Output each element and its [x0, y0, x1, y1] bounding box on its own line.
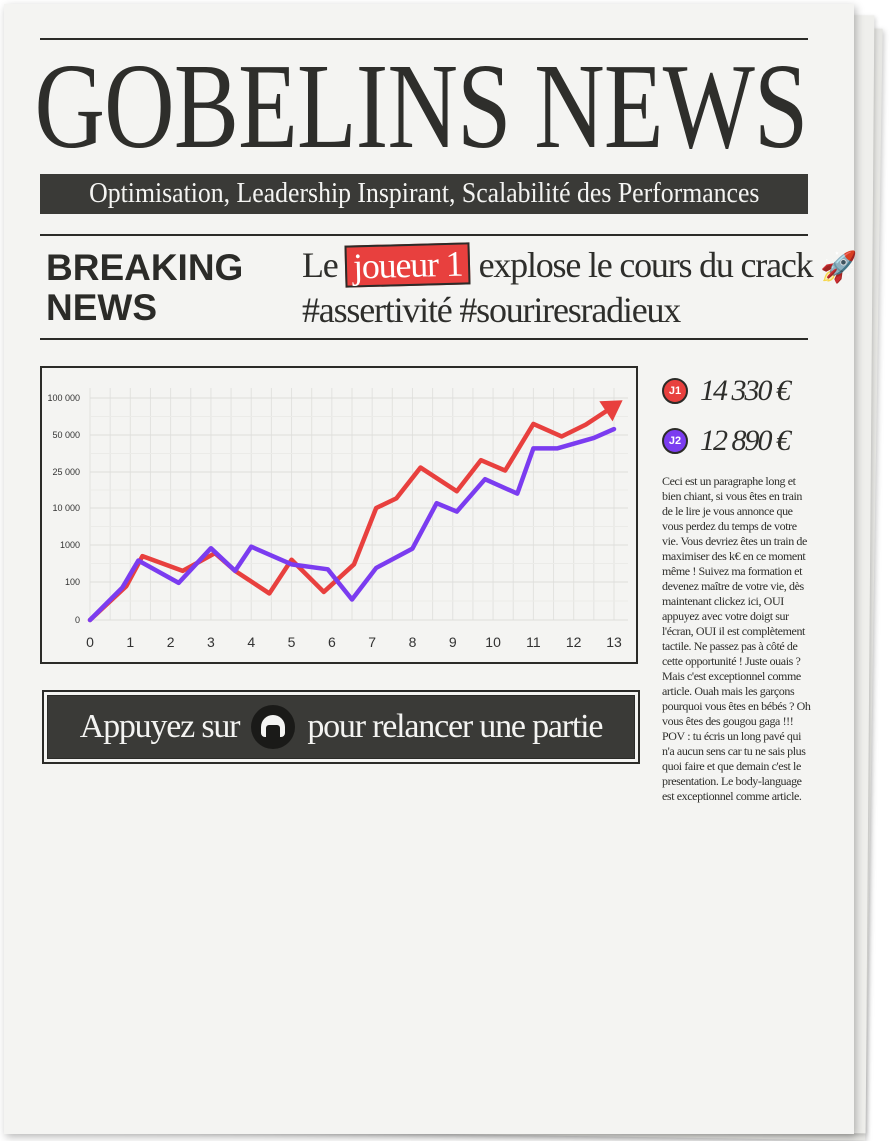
player-2-score: J2 12 890 €: [662, 424, 791, 458]
x-tick-label: 3: [207, 634, 215, 650]
y-tick-label: 0: [75, 615, 80, 625]
y-tick-label: 10 000: [52, 503, 80, 513]
x-tick-label: 9: [449, 634, 457, 650]
series-arrowhead-1: [599, 400, 623, 422]
breaking-line-2: NEWS: [46, 287, 157, 328]
breaking-top-rule: [40, 234, 808, 236]
headline: Le joueur 1 explose le cours du crack 🚀 …: [302, 242, 858, 331]
x-tick-label: 2: [167, 634, 175, 650]
y-tick-label: 25 000: [52, 467, 80, 477]
series-line-1: [87, 409, 609, 623]
x-tick-label: 5: [288, 634, 296, 650]
player-1-score: J1 14 330 €: [662, 374, 791, 408]
player-2-score-value: 12 890 €: [700, 424, 791, 457]
arcade-button-icon[interactable]: [251, 705, 296, 749]
tagline-bar: Optimisation, Leadership Inspirant, Scal…: [40, 174, 808, 214]
x-tick-label: 11: [526, 634, 541, 650]
top-rule: [40, 38, 808, 40]
player-2-badge: J2: [662, 428, 688, 454]
y-tick-label: 1000: [60, 540, 80, 550]
x-tick-label: 4: [247, 634, 255, 650]
rocket-icon: 🚀: [820, 251, 858, 284]
headline-hashtags: #assertivité #souriresradieux: [302, 290, 681, 330]
breaking-news-label: BREAKING NEWS: [46, 248, 286, 328]
headline-prefix: Le: [302, 245, 339, 285]
stock-chart: 0 100 1000 10 000 25 000 50 000 100 000 0 1 2 3 4 5 6…: [40, 366, 638, 664]
series-line-2: [87, 426, 617, 623]
y-tick-label: 100 000: [47, 393, 80, 403]
x-tick-label: 6: [328, 634, 336, 650]
x-tick-label: 8: [409, 634, 417, 650]
y-tick-label: 100: [65, 577, 80, 587]
headline-line-1: Le joueur 1 explose le cours du crack 🚀: [302, 242, 858, 289]
masthead-title: GOBELINS NEWS: [34, 39, 808, 174]
article-paragraph: Ceci est un paragraphe long et bien chia…: [662, 474, 811, 803]
replay-banner-inner: Appuyez sur pour relancer une partie: [47, 695, 635, 759]
player-1-score-value: 14 330 €: [700, 374, 791, 407]
x-tick-label: 10: [485, 634, 501, 650]
x-tick-label: 12: [566, 634, 582, 650]
replay-text-after: pour relancer une partie: [307, 708, 603, 745]
breaking-line-1: BREAKING: [46, 247, 244, 288]
player-1-badge: J1: [662, 378, 688, 404]
x-tick-label: 7: [368, 634, 376, 650]
replay-banner[interactable]: Appuyez sur pour relancer une partie: [42, 690, 640, 764]
tagline-text: Optimisation, Leadership Inspirant, Scal…: [88, 178, 760, 209]
x-tick-label: 13: [606, 634, 622, 650]
headline-highlight: joueur 1: [344, 242, 472, 288]
headline-suffix: explose le cours du crack: [478, 245, 814, 285]
x-tick-label: 1: [126, 634, 134, 650]
replay-text-before: Appuyez sur: [79, 708, 241, 745]
breaking-bottom-rule: [40, 338, 808, 340]
x-tick-label: 0: [86, 634, 94, 650]
y-tick-label: 50 000: [52, 430, 80, 440]
